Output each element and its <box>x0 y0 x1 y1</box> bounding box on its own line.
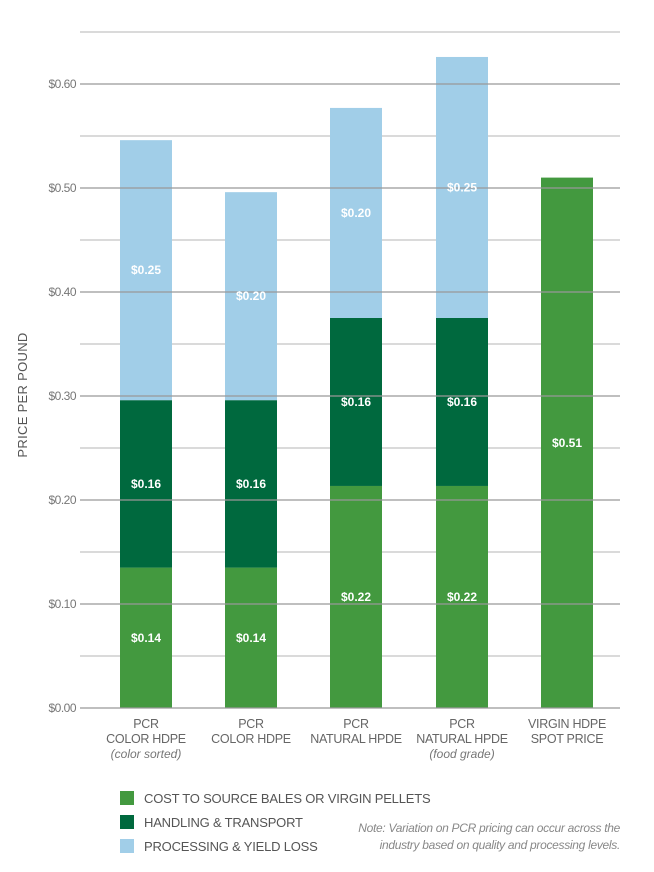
data-label: $0.22 <box>341 590 371 604</box>
bar-segment <box>225 192 277 401</box>
y-tick-label: $0.40 <box>48 285 76 299</box>
data-label: $0.51 <box>552 436 582 450</box>
y-axis-title: PRICE PER POUND <box>15 332 30 457</box>
bar-segment <box>225 567 277 708</box>
bar-segment <box>330 318 382 486</box>
x-category-sublabel: (food grade) <box>429 747 494 761</box>
data-label: $0.25 <box>447 180 477 194</box>
data-label: $0.16 <box>236 477 266 491</box>
data-label: $0.20 <box>236 289 266 303</box>
y-tick-label: $0.50 <box>48 181 76 195</box>
data-label: $0.14 <box>131 631 161 645</box>
footnote: Note: Variation on PCR pricing can occur… <box>358 820 620 854</box>
legend-item-cost: COST TO SOURCE BALES OR VIRGIN PELLETS <box>120 786 431 810</box>
bar-segment <box>330 485 382 708</box>
x-category-label: VIRGIN HDPE <box>528 717 606 731</box>
x-category-label: PCR <box>238 717 264 731</box>
note-line: industry based on quality and processing… <box>379 838 621 852</box>
x-category-label: SPOT PRICE <box>531 732 603 746</box>
bar-segment <box>436 485 488 708</box>
data-label: $0.20 <box>341 206 371 220</box>
legend-swatch <box>120 815 134 829</box>
y-tick-label: $0.30 <box>48 389 76 403</box>
legend-label: PROCESSING & YIELD LOSS <box>144 838 318 854</box>
y-tick-label: $0.60 <box>48 77 76 91</box>
bar-segment <box>330 107 382 318</box>
legend-item-handling: HANDLING & TRANSPORT <box>120 810 430 834</box>
bar-segment <box>120 567 172 708</box>
y-tick-label: $0.20 <box>48 493 76 507</box>
bar-segment <box>436 318 488 486</box>
data-label: $0.25 <box>131 263 161 277</box>
data-label: $0.14 <box>236 631 266 645</box>
x-category-label: NATURAL HPDE <box>310 732 402 746</box>
bar-segment <box>120 400 172 568</box>
bar-segment <box>541 177 593 709</box>
legend-swatch <box>120 791 134 805</box>
data-label: $0.16 <box>341 395 371 409</box>
bar-segment <box>120 140 172 401</box>
x-category-label: PCR <box>343 717 369 731</box>
data-label: $0.16 <box>131 477 161 491</box>
x-category-label: COLOR HDPE <box>211 732 291 746</box>
y-tick-label: $0.10 <box>48 597 76 611</box>
x-category-label: PCR <box>133 717 159 731</box>
legend-item-processing: PROCESSING & YIELD LOSS <box>120 834 430 858</box>
legend-label: HANDLING & TRANSPORT <box>144 814 303 830</box>
legend-swatch <box>120 839 134 853</box>
legend-label: COST TO SOURCE BALES OR VIRGIN PELLETS <box>144 790 431 806</box>
stacked-bar-chart: $0.00 $0.10 $0.20 $0.30 $0.40 $0.50 $0.60 $0.14… <box>15 31 620 761</box>
x-category-label: COLOR HDPE <box>106 732 186 746</box>
legend: COST TO SOURCE BALES OR VIRGIN PELLETS H… <box>120 786 431 858</box>
note-line: Note: Variation on PCR pricing can occur… <box>358 821 620 835</box>
y-tick-label: $0.00 <box>48 701 76 715</box>
data-label: $0.16 <box>447 395 477 409</box>
x-category-label: NATURAL HPDE <box>416 732 508 746</box>
x-category-label: PCR <box>449 717 475 731</box>
x-category-sublabel: (color sorted) <box>111 747 182 761</box>
data-label: $0.22 <box>447 590 477 604</box>
bar-segment <box>225 400 277 568</box>
